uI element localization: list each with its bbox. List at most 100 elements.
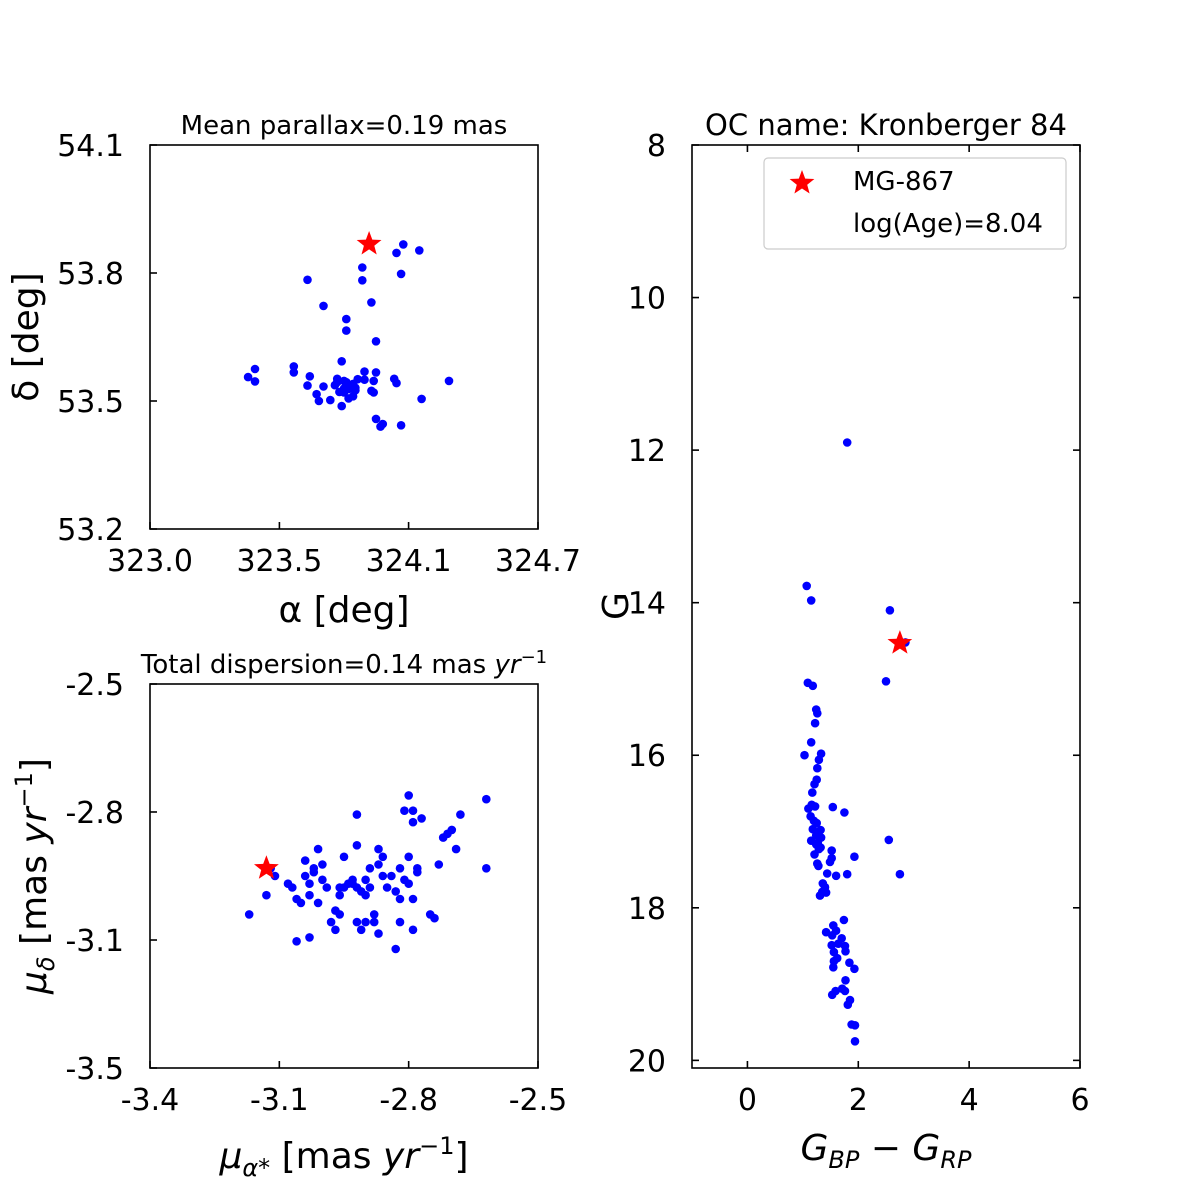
cmd-data-point xyxy=(804,804,813,813)
cmd-x-tick-label: 6 xyxy=(1070,1083,1089,1118)
pm-xlabel-unit: yr xyxy=(382,1136,421,1177)
sky-data-point xyxy=(337,357,347,366)
pm-data-point xyxy=(335,890,345,900)
pm-data-point xyxy=(378,852,388,862)
pm-data-point xyxy=(348,879,357,888)
cmd-data-point xyxy=(813,763,822,773)
cmd-data-point xyxy=(881,677,891,686)
cmd-data-point xyxy=(808,681,818,691)
sky-data-point xyxy=(319,301,328,311)
pm-data-point xyxy=(305,890,314,900)
pm-data-point xyxy=(408,894,418,904)
pm-y-tick-label: -2.5 xyxy=(65,668,124,703)
sky-plot-frame xyxy=(149,144,539,530)
pm-y-tick-label: -3.1 xyxy=(65,924,124,959)
cmd-data-point xyxy=(827,990,837,1000)
cmd-data-point xyxy=(850,1021,860,1030)
sky-data-point xyxy=(360,375,369,385)
sky-panel-title: Mean parallax=0.19 mas xyxy=(181,111,508,141)
pm-points-group xyxy=(244,791,491,954)
pm-data-point xyxy=(395,864,405,873)
pm-xlabel-rest: [mas xyxy=(270,1136,383,1177)
pm-data-point xyxy=(408,817,418,827)
legend-star-icon xyxy=(789,170,815,194)
sky-data-point xyxy=(371,337,381,346)
cmd-data-point xyxy=(810,850,819,859)
cmd-data-point xyxy=(806,738,816,747)
cmd-data-point xyxy=(842,869,852,879)
cmd-y-tick-label: 16 xyxy=(628,739,666,774)
sky-data-point xyxy=(314,396,324,406)
cmd-data-point xyxy=(810,718,820,728)
sky-data-point xyxy=(415,246,424,255)
cmd-data-point xyxy=(800,750,809,760)
pm-data-point xyxy=(305,933,314,942)
sky-data-point xyxy=(417,394,426,404)
pm-data-point xyxy=(434,860,444,869)
pm-data-point xyxy=(395,894,405,904)
pm-data-point xyxy=(313,844,323,854)
pm-data-point xyxy=(361,890,370,900)
pm-data-point xyxy=(339,852,349,862)
pm-data-point xyxy=(300,871,310,881)
sky-x-tick-label: 324.1 xyxy=(366,544,452,579)
sky-data-point xyxy=(358,263,367,272)
cmd-data-point xyxy=(842,438,852,447)
cmd-plot-frame xyxy=(691,144,1081,1069)
pm-x-tick-label: -3.4 xyxy=(121,1083,180,1118)
pm-data-point xyxy=(322,883,332,892)
cmd-y-axis-label: G xyxy=(596,592,637,620)
proper-motion-panel: Total dispersion=0.14 mas yr−1 -3.4 -3.1-… xyxy=(10,647,567,1182)
cmd-data-point xyxy=(814,755,824,765)
legend-star-holder xyxy=(789,170,815,194)
sky-data-point xyxy=(243,372,253,382)
sky-data-point xyxy=(319,382,328,391)
pm-y-tick-label: -3.5 xyxy=(65,1052,124,1087)
cmd-xlabel-g: G xyxy=(801,1128,829,1169)
pm-data-point xyxy=(292,937,301,946)
sky-data-point xyxy=(396,269,406,279)
cmd-data-point xyxy=(843,1000,853,1009)
pm-data-point xyxy=(482,864,491,873)
pm-ylabel-unit: yr xyxy=(14,805,55,844)
pm-data-point xyxy=(352,917,362,927)
sky-position-panel: Mean parallax=0.19 mas 323.0 323.5 324.1 32… xyxy=(6,111,581,631)
pm-data-point xyxy=(326,917,336,927)
sky-data-point xyxy=(250,364,260,374)
cmd-data-point xyxy=(850,964,859,974)
pm-data-point xyxy=(244,910,254,919)
pm-data-point xyxy=(365,883,375,892)
cmd-data-point xyxy=(813,709,822,718)
cmd-data-point xyxy=(845,958,854,967)
cmd-data-point xyxy=(808,788,817,797)
sky-x-tick-label: 324.7 xyxy=(495,544,581,579)
sky-data-point xyxy=(289,362,299,371)
cmd-data-point xyxy=(827,846,836,855)
pm-data-point xyxy=(335,910,345,919)
cmd-data-point xyxy=(802,581,811,591)
sky-data-point xyxy=(353,374,363,384)
pm-data-point xyxy=(318,875,327,885)
pm-x-axis-label: μα* [mas yr−1] xyxy=(218,1132,468,1182)
pm-data-point xyxy=(300,856,310,865)
pm-y-tick-label: -2.8 xyxy=(65,796,124,831)
pm-data-point xyxy=(391,944,401,954)
sky-y-axis-label: δ [deg] xyxy=(6,272,47,401)
pm-data-point xyxy=(262,890,271,900)
pm-plot-frame xyxy=(149,683,539,1069)
pm-data-point xyxy=(395,917,405,927)
sky-data-point xyxy=(358,276,367,285)
cmd-data-point xyxy=(850,852,859,861)
cmd-data-point xyxy=(810,802,820,811)
sky-data-point xyxy=(360,367,369,376)
legend-star-label: MG-867 xyxy=(853,167,955,197)
legend: MG-867 log(Age)=8.04 xyxy=(763,157,1067,250)
pm-x-tick-label: -3.1 xyxy=(250,1083,309,1118)
cmd-y-tick-label: 20 xyxy=(628,1044,666,1079)
pm-xlabel-mu: μ xyxy=(218,1136,242,1177)
cmd-data-point xyxy=(895,869,905,879)
pm-data-point xyxy=(404,791,414,800)
cmd-data-point xyxy=(840,986,850,996)
pm-ylabel-sub: δ xyxy=(32,956,60,971)
